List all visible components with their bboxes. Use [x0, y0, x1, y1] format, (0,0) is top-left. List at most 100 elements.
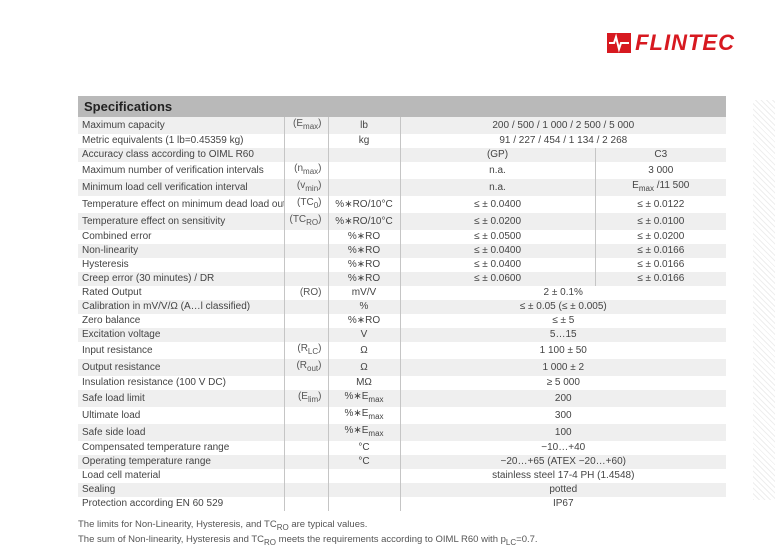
spec-value: IP67: [400, 497, 726, 511]
spec-row: Maximum capacity(Emax)lb200 / 500 / 1 00…: [78, 117, 726, 134]
spec-sheet: Specifications Maximum capacity(Emax)lb2…: [78, 96, 726, 549]
spec-label: Hysteresis: [78, 258, 284, 272]
spec-symbol: [284, 272, 328, 286]
spec-unit: [328, 497, 400, 511]
spec-unit: %∗Emax: [328, 407, 400, 424]
spec-value-2: ≤ ± 0.0122: [595, 196, 726, 213]
spec-value: 100: [400, 424, 726, 441]
spec-value-2: ≤ ± 0.0166: [595, 272, 726, 286]
spec-value: 1 100 ± 50: [400, 342, 726, 359]
spec-value-1: ≤ ± 0.0400: [400, 258, 595, 272]
spec-value: stainless steel 17-4 PH (1.4548): [400, 469, 726, 483]
spec-row: Excitation voltage V5…15: [78, 328, 726, 342]
spec-unit: %∗RO/10°C: [328, 196, 400, 213]
spec-row: Load cell material stainless steel 17-4 P…: [78, 469, 726, 483]
spec-label: Safe side load: [78, 424, 284, 441]
spec-label: Temperature effect on sensitivity: [78, 213, 284, 230]
spec-value: 300: [400, 407, 726, 424]
spec-row: Output resistance(Rout)Ω1 000 ± 2: [78, 359, 726, 376]
spec-row: Metric equivalents (1 lb=0.45359 kg) kg91…: [78, 134, 726, 148]
spec-label: Creep error (30 minutes) / DR: [78, 272, 284, 286]
spec-row: Rated Output(RO)mV/V2 ± 0.1%: [78, 286, 726, 300]
spec-symbol: [284, 148, 328, 162]
spec-row: Protection according EN 60 529IP67: [78, 497, 726, 511]
spec-unit: [328, 148, 400, 162]
spec-row: Accuracy class according to OIML R60(GP)…: [78, 148, 726, 162]
spec-symbol: [284, 441, 328, 455]
spec-value: potted: [400, 483, 726, 497]
spec-symbol: [284, 407, 328, 424]
spec-unit: %∗RO: [328, 314, 400, 328]
spec-symbol: (Rout): [284, 359, 328, 376]
spec-symbol: [284, 328, 328, 342]
spec-label: Load cell material: [78, 469, 284, 483]
footnote-line: The sum of Non-linearity, Hysteresis and…: [78, 534, 726, 549]
spec-value-1: ≤ ± 0.0400: [400, 244, 595, 258]
spec-row: Non-linearity %∗RO≤ ± 0.0400≤ ± 0.0166: [78, 244, 726, 258]
spec-value-2: ≤ ± 0.0200: [595, 230, 726, 244]
spec-value: 200 / 500 / 1 000 / 2 500 / 5 000: [400, 117, 726, 134]
spec-unit: [328, 483, 400, 497]
spec-value-1: ≤ ± 0.0200: [400, 213, 595, 230]
spec-label: Rated Output: [78, 286, 284, 300]
spec-value: 5…15: [400, 328, 726, 342]
spec-unit: Ω: [328, 359, 400, 376]
spec-unit: %∗RO: [328, 244, 400, 258]
brand-text: FLINTEC: [635, 30, 735, 56]
spec-value-2: ≤ ± 0.0166: [595, 244, 726, 258]
spec-unit: °C: [328, 441, 400, 455]
spec-symbol: [284, 134, 328, 148]
spec-symbol: [284, 483, 328, 497]
spec-label: Sealing: [78, 483, 284, 497]
spec-unit: V: [328, 328, 400, 342]
spec-value: −10…+40: [400, 441, 726, 455]
spec-unit: %∗RO: [328, 258, 400, 272]
footnotes: The limits for Non-Linearity, Hysteresis…: [78, 519, 726, 549]
spec-row: Ultimate load%∗Emax300: [78, 407, 726, 424]
spec-unit: %: [328, 300, 400, 314]
spec-label: Non-linearity: [78, 244, 284, 258]
spec-value-2: ≤ ± 0.0166: [595, 258, 726, 272]
spec-symbol: (TC0): [284, 196, 328, 213]
spec-label: Zero balance: [78, 314, 284, 328]
spec-value: 91 / 227 / 454 / 1 134 / 2 268: [400, 134, 726, 148]
spec-value: ≥ 5 000: [400, 376, 726, 390]
spec-unit: %∗RO: [328, 272, 400, 286]
spec-value-2: C3: [595, 148, 726, 162]
spec-unit: kg: [328, 134, 400, 148]
spec-unit: %∗RO: [328, 230, 400, 244]
spec-value: ≤ ± 5: [400, 314, 726, 328]
spec-value: −20…+65 (ATEX −20…+60): [400, 455, 726, 469]
spec-symbol: (nmax): [284, 162, 328, 179]
spec-symbol: [284, 497, 328, 511]
spec-label: Operating temperature range: [78, 455, 284, 469]
spec-label: Calibration in mV/V/Ω (A…l classified): [78, 300, 284, 314]
spec-label: Excitation voltage: [78, 328, 284, 342]
spec-value: 2 ± 0.1%: [400, 286, 726, 300]
spec-unit: %∗Emax: [328, 424, 400, 441]
spec-symbol: [284, 258, 328, 272]
spec-unit: lb: [328, 117, 400, 134]
spec-row: Combined error%∗RO≤ ± 0.0500≤ ± 0.0200: [78, 230, 726, 244]
spec-unit: MΩ: [328, 376, 400, 390]
spec-symbol: [284, 244, 328, 258]
spec-label: Output resistance: [78, 359, 284, 376]
spec-row: Safe load limit(Elim)%∗Emax200: [78, 390, 726, 407]
spec-row: Minimum load cell verification interval(…: [78, 179, 726, 196]
spec-value-2: Emax /11 500: [595, 179, 726, 196]
spec-row: Compensated temperature range°C−10…+40: [78, 441, 726, 455]
spec-row: Hysteresis %∗RO≤ ± 0.0400≤ ± 0.0166: [78, 258, 726, 272]
spec-row: Insulation resistance (100 V DC)MΩ≥ 5 00…: [78, 376, 726, 390]
spec-unit: °C: [328, 455, 400, 469]
spec-symbol: (vmin): [284, 179, 328, 196]
spec-symbol: (RLC): [284, 342, 328, 359]
spec-symbol: [284, 455, 328, 469]
spec-row: Zero balance %∗RO≤ ± 5: [78, 314, 726, 328]
spec-row: Temperature effect on minimum dead load …: [78, 196, 726, 213]
spec-label: Metric equivalents (1 lb=0.45359 kg): [78, 134, 284, 148]
spec-unit: [328, 469, 400, 483]
spec-label: Safe load limit: [78, 390, 284, 407]
brand-logo: FLINTEC: [607, 30, 735, 56]
spec-symbol: [284, 424, 328, 441]
spec-row: Creep error (30 minutes) / DR %∗RO ≤ ± 0.0…: [78, 272, 726, 286]
